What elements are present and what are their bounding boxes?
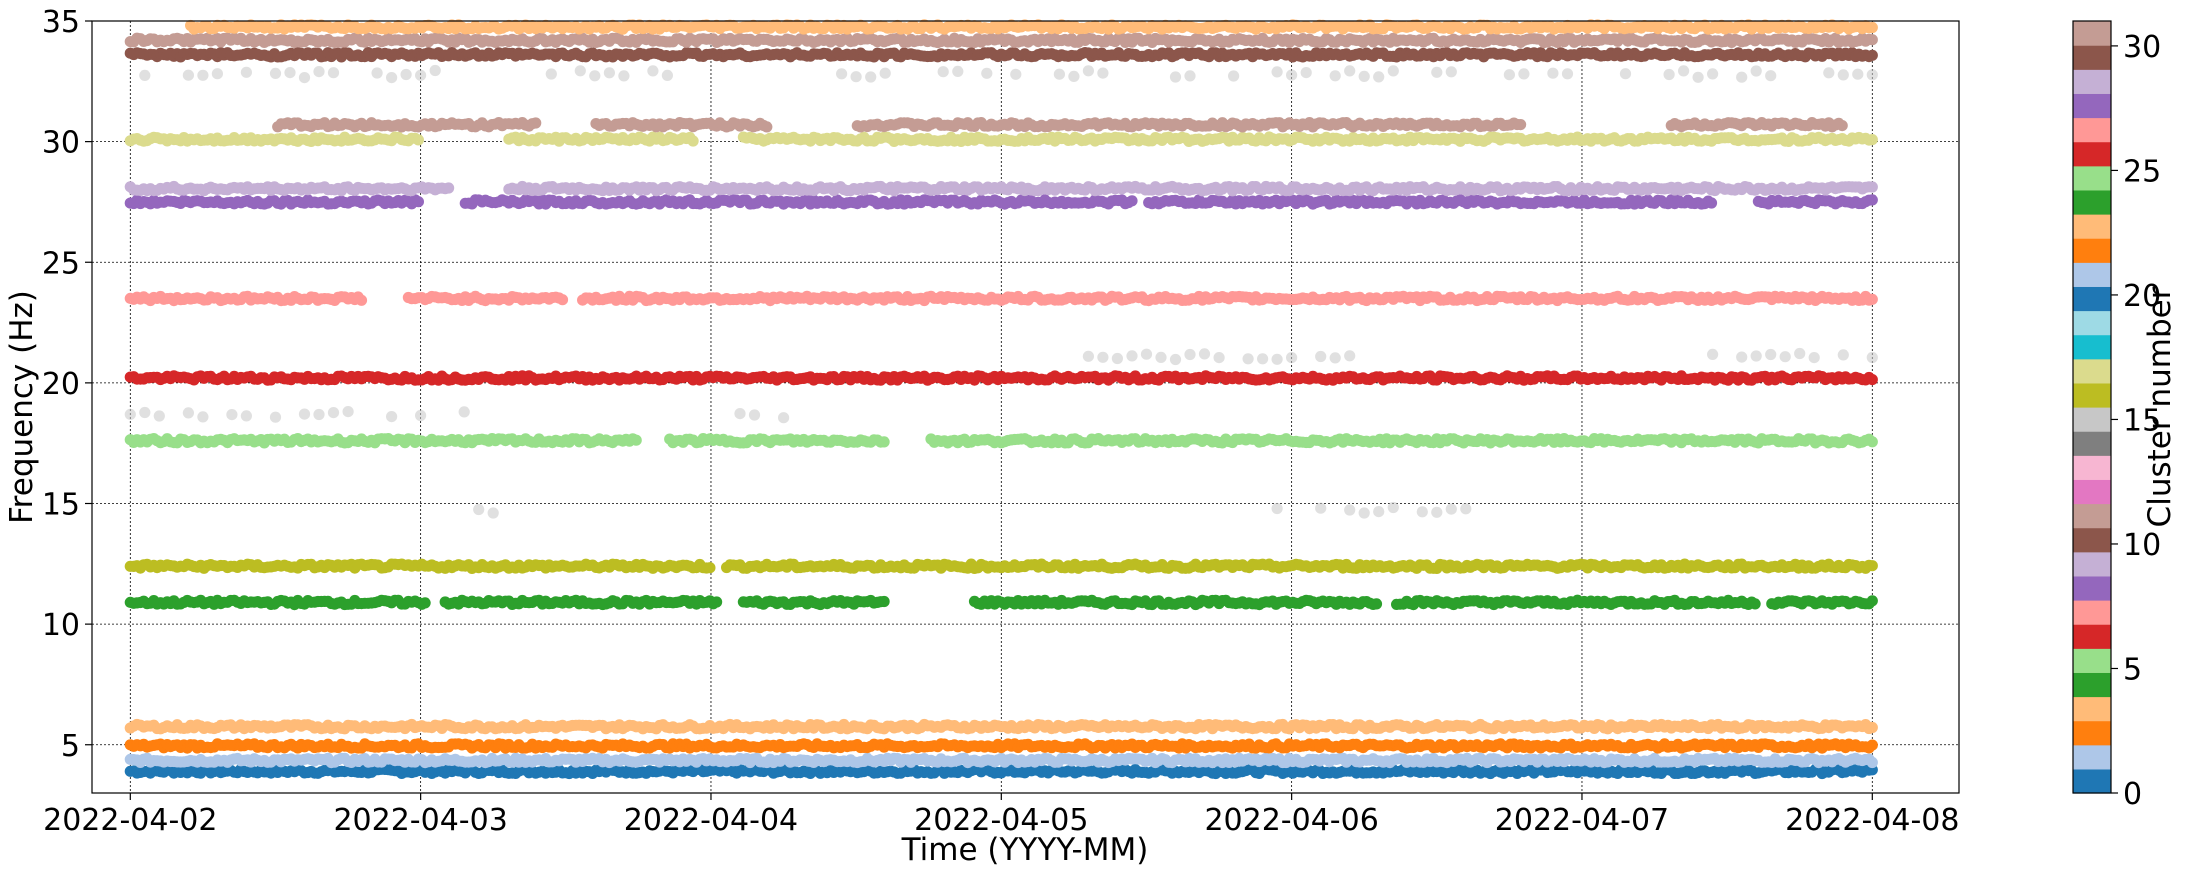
data-point [1370,598,1383,610]
data-point [556,294,569,306]
data-point [630,434,642,446]
scatter-points [124,19,1878,780]
data-point [1866,374,1878,386]
data-point [419,597,431,609]
data-point [412,196,424,208]
data-point [1126,195,1138,207]
data-point [1866,595,1878,607]
data-point [1749,598,1761,610]
data-point [1866,560,1878,572]
data-point [1866,721,1878,734]
data-point [878,595,890,608]
plot-background [92,21,1959,793]
data-point [711,596,723,608]
data-point [355,294,368,306]
data-point [1866,436,1878,448]
data-point [704,562,716,574]
data-point [878,436,890,448]
series-cluster-2 [124,738,1878,754]
plot-area [91,19,1960,794]
data-point [1866,756,1878,769]
data-point [1866,739,1878,751]
data-point [1866,293,1878,305]
series-cluster-1 [124,752,1878,769]
